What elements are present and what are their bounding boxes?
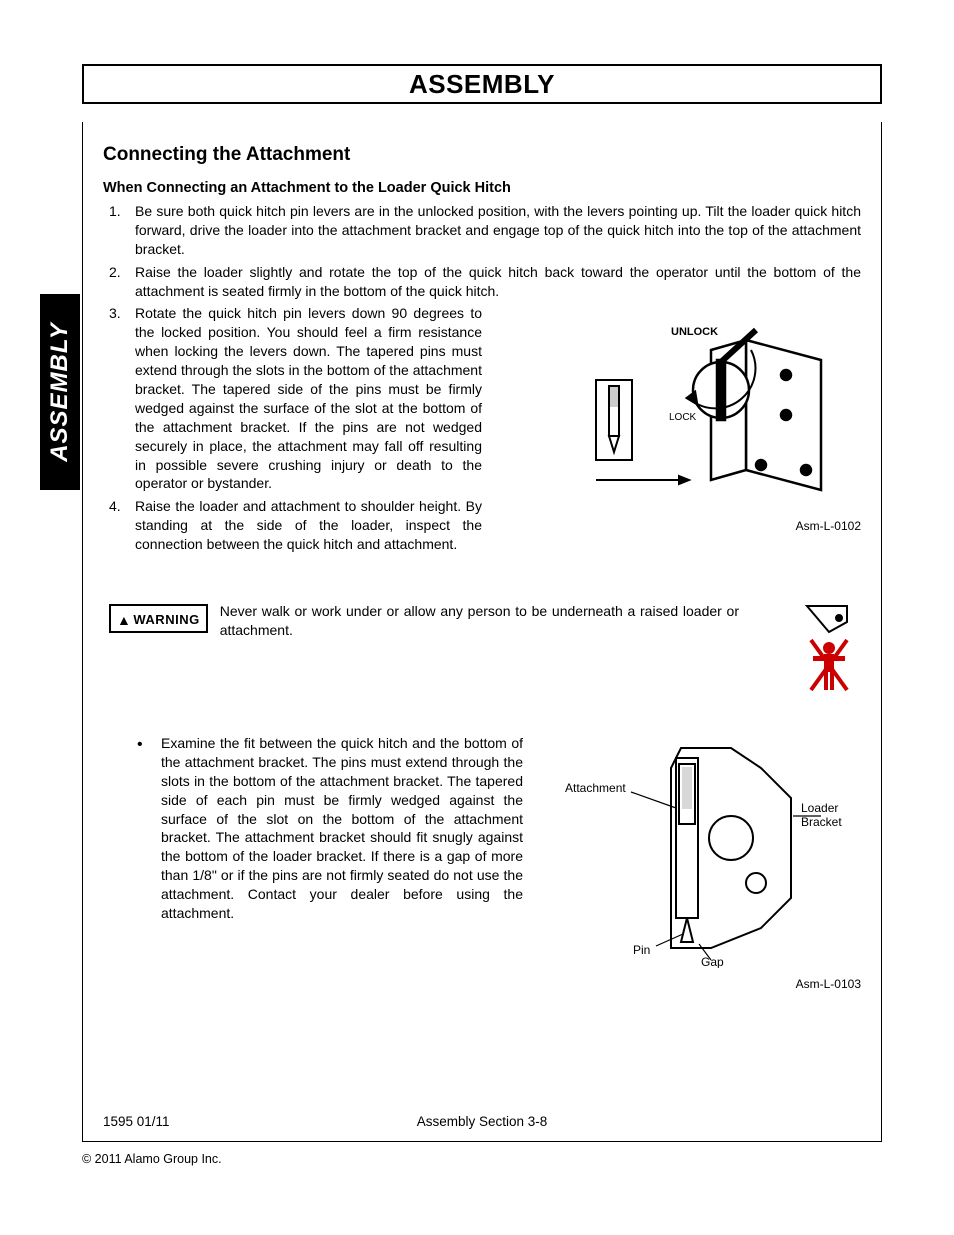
step-item: Raise the loader slightly and rotate the… [103, 263, 861, 301]
section-heading: Connecting the Attachment [103, 144, 861, 166]
figure-lock-unlock: UNLOCK LOCK Asm-L-0102 [521, 320, 861, 533]
figure2-ref: Asm-L-0103 [551, 977, 861, 991]
page-header-box: ASSEMBLY [82, 64, 882, 104]
figure1-ref: Asm-L-0102 [521, 519, 861, 533]
warning-row: ▲ WARNING Never walk or work under or al… [109, 602, 849, 640]
step-item: Rotate the quick hitch pin levers down 9… [103, 304, 482, 493]
figure-bracket-fit: Attachment Loader Bracket Pin Gap Asm-L-… [551, 728, 861, 991]
side-tab: ASSEMBLY [40, 294, 80, 490]
content-frame: Connecting the Attachment When Connectin… [82, 122, 882, 1142]
attachment-label: Attachment [565, 781, 626, 795]
footer-center: Assembly Section 3-8 [83, 1114, 881, 1129]
side-tab-label: ASSEMBLY [46, 322, 74, 462]
examine-bullet: Examine the fit between the quick hitch … [131, 734, 523, 923]
hazard-crush-icon [799, 602, 859, 707]
lock-label: LOCK [669, 412, 697, 423]
warning-text: Never walk or work under or allow any pe… [220, 602, 849, 640]
step-item: Be sure both quick hitch pin levers are … [103, 202, 861, 259]
warning-badge: ▲ WARNING [109, 604, 208, 633]
gap-label: Gap [701, 955, 724, 968]
page-title: ASSEMBLY [409, 69, 555, 100]
lock-diagram-svg: UNLOCK LOCK [561, 320, 861, 510]
section-subheading: When Connecting an Attachment to the Loa… [103, 180, 861, 196]
warning-label: WARNING [133, 612, 199, 627]
warning-triangle-icon: ▲ [117, 613, 131, 627]
svg-text:Bracket: Bracket [801, 815, 842, 829]
pin-label: Pin [633, 943, 650, 957]
copyright-line: © 2011 Alamo Group Inc. [82, 1152, 222, 1166]
examine-block: Examine the fit between the quick hitch … [131, 734, 523, 923]
step-item: Raise the loader and attachment to shoul… [103, 497, 482, 554]
loader-label: Loader [801, 801, 838, 815]
bracket-diagram-svg: Attachment Loader Bracket Pin Gap [561, 728, 861, 968]
unlock-label: UNLOCK [671, 326, 718, 338]
